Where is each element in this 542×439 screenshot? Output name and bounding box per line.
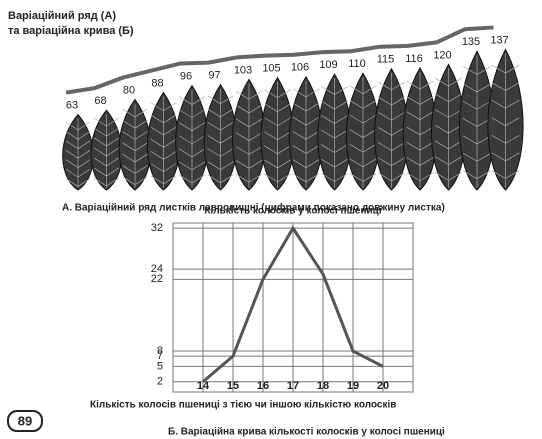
y-tick-label: 24	[151, 263, 163, 275]
x-tick-label: 16	[257, 380, 269, 392]
x-tick-label: 17	[287, 380, 299, 392]
y-tick-label: 32	[151, 222, 163, 234]
leaf-length: 137	[490, 34, 508, 46]
y-tick-label: 8	[157, 345, 163, 357]
leaf-length: 106	[291, 62, 309, 74]
leaf-length: 96	[180, 70, 192, 82]
figure: Варіаційний ряд (А) та варіаційна крива …	[0, 0, 542, 439]
leaf-length: 135	[462, 36, 480, 48]
page: {"title_lines": ["Варіаційний ряд (А)", …	[0, 0, 542, 439]
leaf-length: 88	[151, 77, 163, 89]
leaf-length: 120	[433, 49, 451, 61]
x-tick-label: 20	[377, 380, 389, 392]
leaf-length: 63	[66, 99, 78, 111]
y-tick-label: 22	[151, 273, 163, 285]
leaf-length: 97	[208, 70, 220, 82]
leaf-length: 109	[319, 59, 337, 71]
chart-title: Кількість колосків у колосі пшениці	[204, 206, 381, 217]
x-tick-label: 18	[317, 380, 329, 392]
leaf-length: 68	[94, 95, 106, 107]
title-line: Варіаційний ряд (А)	[8, 10, 116, 22]
y-tick-label: 2	[157, 376, 163, 388]
leaf-length: 115	[377, 54, 395, 66]
y-tick-label: 5	[157, 360, 163, 372]
x-tick-label: 19	[347, 380, 359, 392]
x-tick-label: 15	[227, 380, 239, 392]
caption-b: Б. Варіаційна крива кількості колосків у…	[168, 427, 445, 438]
title-line: та варіаційна крива (Б)	[8, 25, 134, 37]
page-number: 89	[18, 413, 32, 428]
leaf-length: 116	[405, 53, 423, 65]
leaf-length: 105	[262, 63, 280, 75]
leaf-length: 103	[234, 64, 252, 76]
leaf-length: 110	[348, 58, 366, 70]
x-axis-label: Кількість колосів пшениці з тією чи іншо…	[90, 400, 396, 411]
leaf-length: 80	[123, 85, 135, 97]
